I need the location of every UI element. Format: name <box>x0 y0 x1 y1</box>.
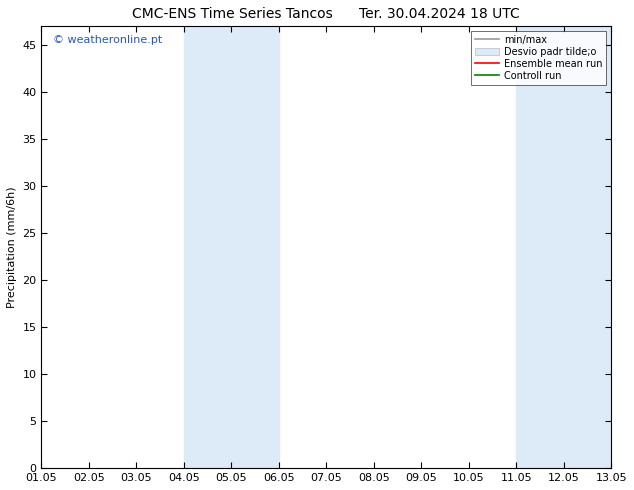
Bar <box>516 26 611 468</box>
Title: CMC-ENS Time Series Tancos      Ter. 30.04.2024 18 UTC: CMC-ENS Time Series Tancos Ter. 30.04.20… <box>133 7 521 21</box>
Y-axis label: Precipitation (mm/6h): Precipitation (mm/6h) <box>7 186 17 308</box>
Text: © weatheronline.pt: © weatheronline.pt <box>53 35 162 45</box>
Legend: min/max, Desvio padr tilde;o, Ensemble mean run, Controll run: min/max, Desvio padr tilde;o, Ensemble m… <box>471 31 606 85</box>
Bar <box>184 26 279 468</box>
